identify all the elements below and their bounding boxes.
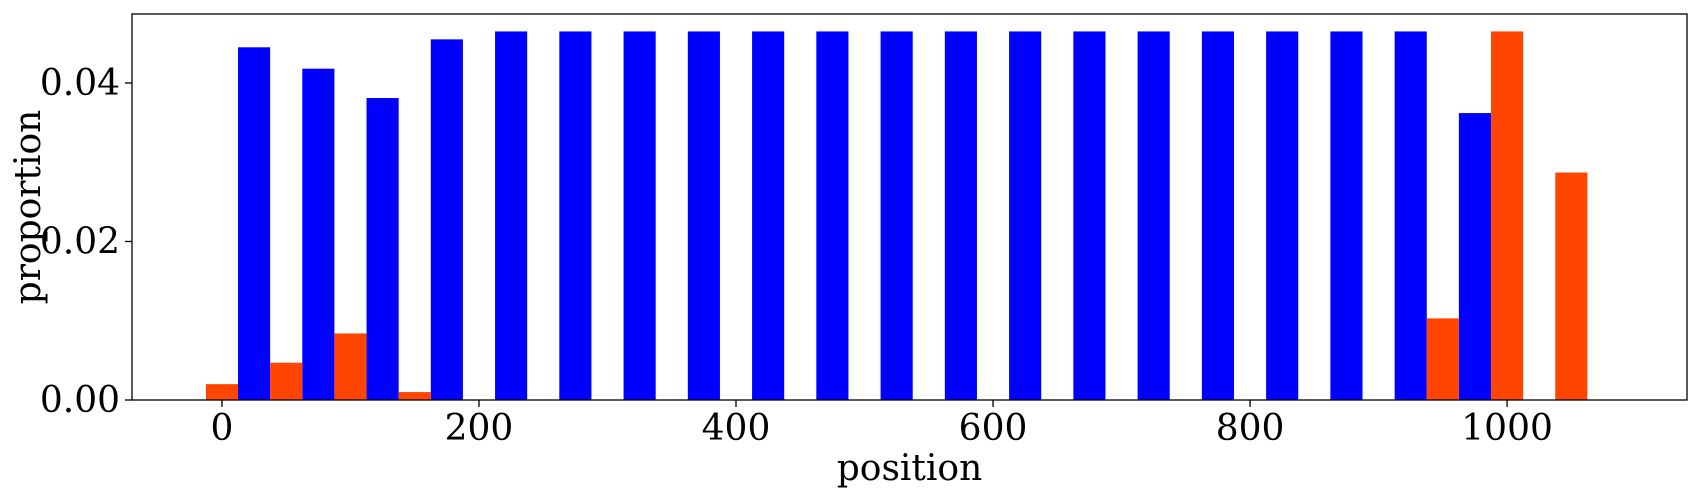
bar-series1-19	[1458, 113, 1492, 400]
x-tick-label: 1000	[1461, 408, 1553, 449]
bar-series1-11	[944, 31, 977, 400]
y-axis-label: proportion	[8, 110, 49, 305]
x-tick-label: 800	[1216, 408, 1285, 449]
bar-series2-4	[1426, 318, 1459, 400]
x-tick-label: 200	[445, 408, 514, 449]
x-tick-label: 600	[959, 408, 1028, 449]
bar-series1-10	[880, 31, 913, 400]
bar-series1-4	[495, 31, 528, 400]
y-tick-label: 0.04	[40, 63, 120, 104]
bar-series1-6	[623, 31, 656, 400]
bar-series2-0	[205, 384, 239, 400]
bar-series2-2	[334, 333, 367, 400]
bar-series1-15	[1201, 31, 1234, 400]
bar-series2-3	[398, 392, 431, 400]
x-tick-label: 400	[702, 408, 771, 449]
bar-series2-5	[1491, 31, 1524, 400]
bar-series1-7	[687, 31, 720, 400]
bar-series1-13	[1073, 31, 1106, 400]
x-tick-label: 0	[211, 408, 234, 449]
bar-series1-9	[816, 31, 849, 400]
y-tick-label: 0.00	[40, 380, 120, 421]
bar-series1-17	[1330, 31, 1363, 400]
bar-series1-18	[1394, 31, 1427, 400]
bar-series2-1	[270, 362, 303, 400]
bar-series1-14	[1137, 31, 1170, 400]
x-axis-label: position	[837, 448, 983, 489]
bar-series2-6	[1555, 172, 1588, 400]
bar-series1-0	[238, 47, 271, 401]
x-axis: 0 200 400 600 800 1000	[211, 400, 1553, 449]
bar-series1-12	[1009, 31, 1042, 400]
bar-series1-3	[430, 39, 463, 400]
bar-series1-5	[559, 31, 592, 400]
bar-series1-1	[302, 68, 335, 400]
y-tick-label: 0.02	[40, 221, 120, 262]
y-axis: 0.00 0.02 0.04	[40, 63, 132, 421]
bars-layer	[205, 31, 1588, 401]
plot-frame	[131, 13, 1688, 401]
bar-series1-16	[1266, 31, 1299, 400]
bar-series1-2	[366, 98, 399, 401]
bar-series1-8	[752, 31, 785, 400]
